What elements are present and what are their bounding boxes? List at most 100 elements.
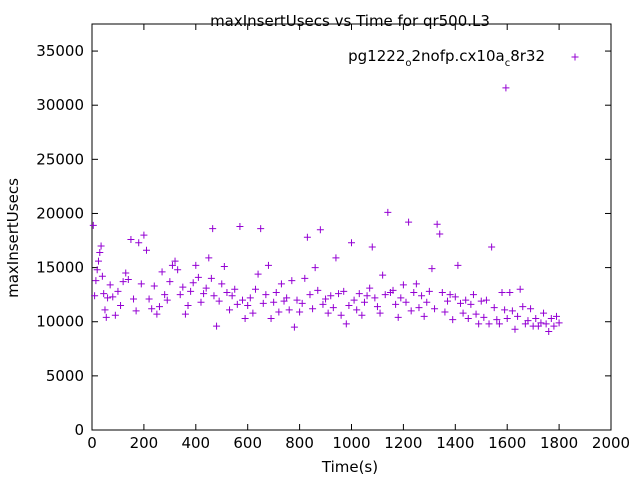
data-point xyxy=(402,298,410,306)
data-point xyxy=(337,311,345,319)
data-point xyxy=(205,254,213,262)
data-point xyxy=(100,290,108,298)
data-point xyxy=(111,311,119,319)
x-tick-label: 1800 xyxy=(540,434,578,452)
data-point xyxy=(127,235,135,243)
data-point xyxy=(181,310,189,318)
data-point xyxy=(545,327,553,335)
legend-sub-1: o xyxy=(405,58,411,69)
data-point xyxy=(285,306,293,314)
data-point xyxy=(397,294,405,302)
data-point xyxy=(241,314,249,322)
data-point xyxy=(459,309,467,317)
data-point xyxy=(407,307,415,315)
data-point xyxy=(91,292,99,300)
data-point xyxy=(462,296,470,304)
data-point xyxy=(119,278,127,286)
y-axis-title: maxInsertUsecs xyxy=(4,178,22,298)
legend-marker xyxy=(571,53,579,61)
data-point xyxy=(283,294,291,302)
data-point xyxy=(142,246,150,254)
data-point xyxy=(264,261,272,269)
y-tick-label: 20000 xyxy=(36,204,84,222)
data-point xyxy=(114,287,122,295)
data-point xyxy=(213,322,221,330)
data-point xyxy=(381,291,389,299)
data-point xyxy=(332,254,340,262)
data-point xyxy=(101,306,109,314)
data-point xyxy=(454,261,462,269)
data-point xyxy=(215,297,223,305)
data-point xyxy=(482,296,490,304)
data-point xyxy=(498,289,506,297)
data-point xyxy=(311,264,319,272)
y-tick-label: 10000 xyxy=(36,313,84,331)
data-point xyxy=(106,281,114,289)
data-point xyxy=(130,295,138,303)
data-point xyxy=(202,284,210,292)
data-point xyxy=(502,84,510,92)
data-point xyxy=(501,306,509,314)
data-point xyxy=(117,301,125,309)
data-point xyxy=(399,281,407,289)
data-point xyxy=(97,242,105,250)
data-point xyxy=(488,243,496,251)
data-point xyxy=(249,309,257,317)
data-point xyxy=(410,289,418,297)
data-point xyxy=(508,307,516,315)
legend-text-b: 2nofp.cx10a xyxy=(411,47,504,65)
data-point xyxy=(524,317,532,325)
y-tick-label: 35000 xyxy=(36,42,84,60)
data-point xyxy=(218,280,226,288)
data-point xyxy=(348,239,355,247)
data-point xyxy=(145,295,153,303)
x-tick-label: 2000 xyxy=(592,434,630,452)
data-point xyxy=(319,300,327,308)
x-tick-label: 800 xyxy=(285,434,314,452)
data-point xyxy=(92,277,100,285)
data-point xyxy=(179,283,187,291)
data-point xyxy=(93,266,101,274)
data-point xyxy=(231,285,239,293)
data-point xyxy=(277,280,285,288)
data-point xyxy=(379,271,387,279)
data-point xyxy=(340,287,348,295)
data-point xyxy=(446,291,454,299)
data-point xyxy=(246,294,254,302)
data-point xyxy=(335,290,343,298)
data-point xyxy=(464,314,472,322)
data-point xyxy=(137,280,145,288)
legend-label: pg1222o2nofp.cx10ac8r32 xyxy=(348,47,545,69)
data-point xyxy=(262,291,270,299)
data-point xyxy=(423,298,431,306)
data-point xyxy=(493,316,501,324)
data-point xyxy=(220,263,228,271)
data-point xyxy=(503,314,511,322)
data-point xyxy=(94,257,102,265)
data-point xyxy=(329,304,337,312)
y-tick-label: 0 xyxy=(74,421,84,439)
data-point xyxy=(475,320,483,328)
data-point xyxy=(358,311,366,319)
data-point xyxy=(124,276,132,284)
data-point xyxy=(467,300,475,308)
data-point xyxy=(553,312,561,320)
data-point xyxy=(153,310,161,318)
data-point xyxy=(350,296,358,304)
data-point xyxy=(104,294,112,302)
data-point xyxy=(542,320,550,328)
x-tick-label: 200 xyxy=(130,434,159,452)
data-point xyxy=(257,225,265,233)
data-point xyxy=(355,290,363,298)
legend-text-c: 8r32 xyxy=(510,47,545,65)
x-axis-title: Time(s) xyxy=(321,458,378,476)
data-point xyxy=(210,292,218,300)
data-point xyxy=(158,268,166,276)
data-point xyxy=(360,298,368,306)
data-point xyxy=(392,300,400,308)
data-point xyxy=(366,284,374,292)
legend: pg1222o2nofp.cx10ac8r32 xyxy=(348,47,579,69)
data-point xyxy=(449,316,457,324)
data-point xyxy=(495,320,503,328)
